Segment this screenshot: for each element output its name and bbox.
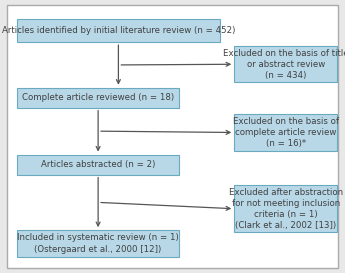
FancyBboxPatch shape xyxy=(17,155,179,175)
Text: Excluded on the basis of
complete article review
(n = 16)*: Excluded on the basis of complete articl… xyxy=(233,117,339,148)
FancyBboxPatch shape xyxy=(17,19,220,42)
FancyBboxPatch shape xyxy=(234,46,337,82)
FancyBboxPatch shape xyxy=(7,5,338,268)
Text: Articles abstracted (n = 2): Articles abstracted (n = 2) xyxy=(41,160,155,169)
FancyBboxPatch shape xyxy=(17,88,179,108)
FancyBboxPatch shape xyxy=(17,230,179,257)
FancyBboxPatch shape xyxy=(234,114,337,150)
FancyBboxPatch shape xyxy=(234,185,337,232)
Text: Articles identified by initial literature review (n = 452): Articles identified by initial literatur… xyxy=(2,26,235,35)
Text: Included in systematic review (n = 1)
(Ostergaard et al., 2000 [12]): Included in systematic review (n = 1) (O… xyxy=(17,233,179,254)
Text: Excluded on the basis of title
or abstract review
(n = 434): Excluded on the basis of title or abstra… xyxy=(223,49,345,80)
Text: Excluded after abstraction
for not meeting inclusion
criteria (n = 1)
(Clark et : Excluded after abstraction for not meeti… xyxy=(229,188,343,230)
Text: Complete article reviewed (n = 18): Complete article reviewed (n = 18) xyxy=(22,93,174,102)
